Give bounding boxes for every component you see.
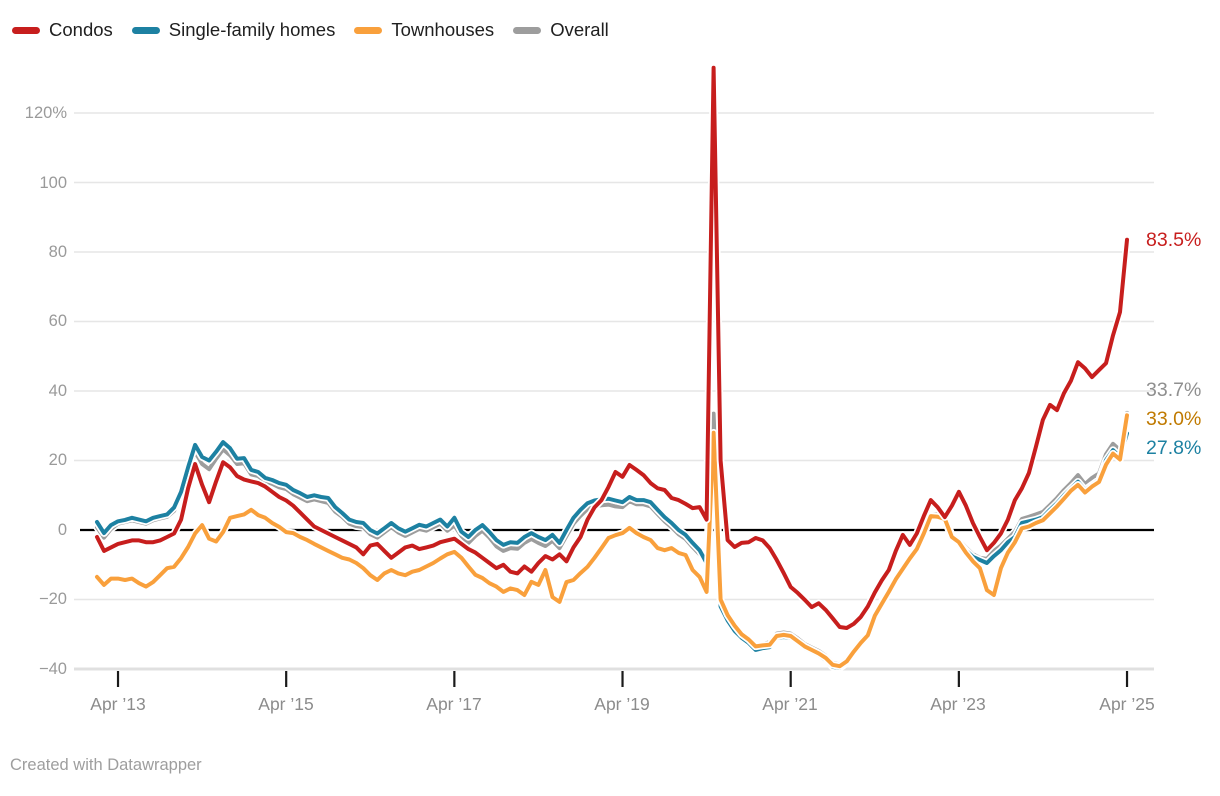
x-axis-label-apr-21: Apr ’21 [762, 694, 818, 714]
end-label-townhouses: 33.0% [1146, 408, 1202, 430]
legend-label-single-family: Single-family homes [168, 19, 336, 40]
legend: Condos Single-family homes Townhouses Ov… [12, 17, 609, 43]
legend-item-townhouses: Townhouses [354, 17, 494, 43]
condos-swatch-icon [12, 26, 40, 34]
x-axis-label-apr-15: Apr ’15 [258, 694, 314, 714]
y-axis-label-120: 120% [24, 104, 67, 122]
x-axis-label-apr-13: Apr ’13 [90, 694, 146, 714]
overall-swatch-icon [513, 26, 542, 34]
y-axis-label-60: 60 [48, 312, 67, 330]
y-axis-label-neg20: −20 [39, 590, 67, 608]
legend-label-condos: Condos [49, 19, 113, 40]
x-axis-label-apr-25: Apr ’25 [1099, 694, 1155, 714]
end-label-single-family: 27.8% [1146, 437, 1202, 459]
y-axis-label-20: 20 [48, 451, 67, 469]
legend-item-condos: Condos [12, 17, 113, 43]
legend-item-single-family: Single-family homes [131, 17, 336, 43]
y-axis-label-40: 40 [48, 382, 67, 400]
townhouses-swatch-icon [354, 26, 383, 34]
legend-item-overall: Overall [513, 17, 609, 43]
y-axis-label-neg40: −40 [39, 660, 67, 678]
end-label-condos: 83.5% [1146, 229, 1202, 251]
legend-label-overall: Overall [550, 19, 609, 40]
datawrapper-credit: Created with Datawrapper [10, 756, 202, 774]
x-axis-label-apr-23: Apr ’23 [930, 694, 986, 714]
single-family-swatch-icon [131, 26, 160, 34]
y-axis-label-100: 100 [39, 174, 67, 192]
x-axis-label-apr-19: Apr ’19 [594, 694, 650, 714]
legend-label-townhouses: Townhouses [391, 19, 495, 40]
y-axis-label-80: 80 [48, 243, 67, 261]
x-axis-label-apr-17: Apr ’17 [426, 694, 482, 714]
y-axis-label-0: 0 [57, 521, 67, 539]
end-label-overall: 33.7% [1146, 379, 1202, 401]
